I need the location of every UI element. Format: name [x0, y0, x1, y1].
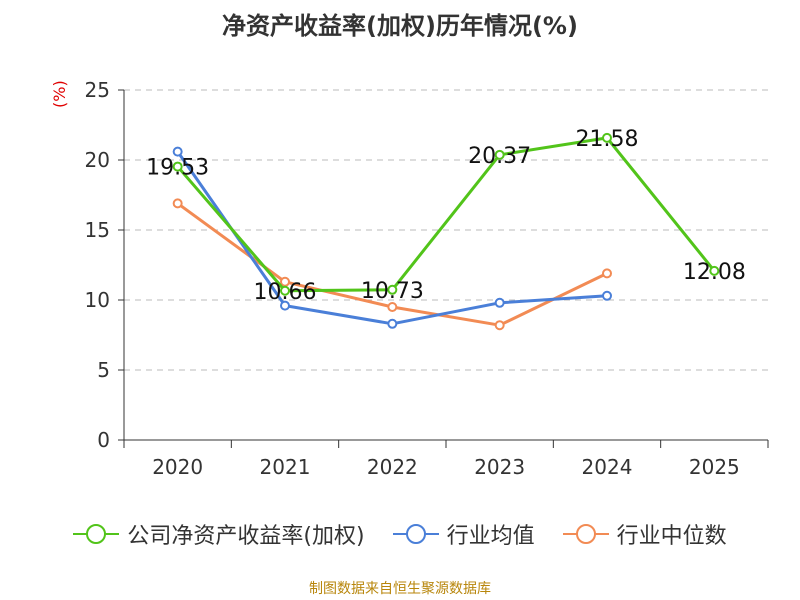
data-point — [172, 161, 183, 172]
x-tick-label: 2020 — [152, 455, 203, 479]
x-tick-label: 2025 — [689, 455, 740, 479]
data-point — [494, 149, 505, 160]
data-point — [172, 198, 183, 209]
legend-marker-icon — [73, 523, 120, 545]
legend-marker-icon — [392, 523, 439, 545]
legend-item[interactable]: 行业中位数 — [562, 518, 727, 550]
y-tick-label: 10 — [85, 288, 110, 312]
data-label: 12.08 — [683, 260, 746, 285]
y-tick-label: 15 — [85, 218, 110, 242]
data-point — [280, 285, 290, 296]
data-point — [387, 318, 398, 329]
data-point — [387, 302, 398, 312]
data-label: 10.66 — [254, 280, 317, 305]
data-point — [280, 300, 290, 311]
y-tick-label: 20 — [85, 148, 110, 172]
data-point — [172, 146, 183, 157]
data-point — [602, 290, 612, 301]
legend-label: 行业均值 — [446, 524, 535, 549]
y-tick-label: 25 — [85, 78, 110, 102]
data-point — [709, 265, 720, 276]
legend-label: 公司净资产收益率(加权) — [127, 524, 365, 549]
data-label: 20.37 — [468, 144, 531, 169]
data-point — [602, 268, 612, 279]
chart-title: 净资产收益率(加权)历年情况(%) — [222, 12, 578, 40]
y-tick-label: 0 — [97, 428, 110, 452]
x-tick-label: 2023 — [474, 455, 525, 479]
legend-item[interactable]: 行业均值 — [392, 518, 535, 550]
data-point — [494, 297, 505, 308]
y-tick-label: 5 — [97, 358, 110, 382]
x-tick-label: 2024 — [582, 455, 633, 479]
x-tick-label: 2021 — [260, 455, 311, 479]
x-tick-label: 2022 — [367, 455, 418, 479]
data-point — [602, 132, 612, 143]
data-label: 19.53 — [146, 156, 209, 181]
legend-item[interactable]: 公司净资产收益率(加权) — [73, 518, 365, 550]
data-point — [387, 284, 398, 295]
legend-label: 行业中位数 — [616, 524, 727, 549]
series-line — [176, 136, 716, 293]
chart-legend: 公司净资产收益率(加权) 行业均值 行业中位数 — [0, 518, 800, 550]
data-point — [494, 320, 505, 331]
data-label: 10.73 — [361, 279, 424, 304]
data-label: 21.58 — [576, 127, 639, 152]
legend-marker-icon — [562, 523, 609, 545]
data-source-note: 制图数据来自恒生聚源数据库 — [309, 581, 491, 597]
